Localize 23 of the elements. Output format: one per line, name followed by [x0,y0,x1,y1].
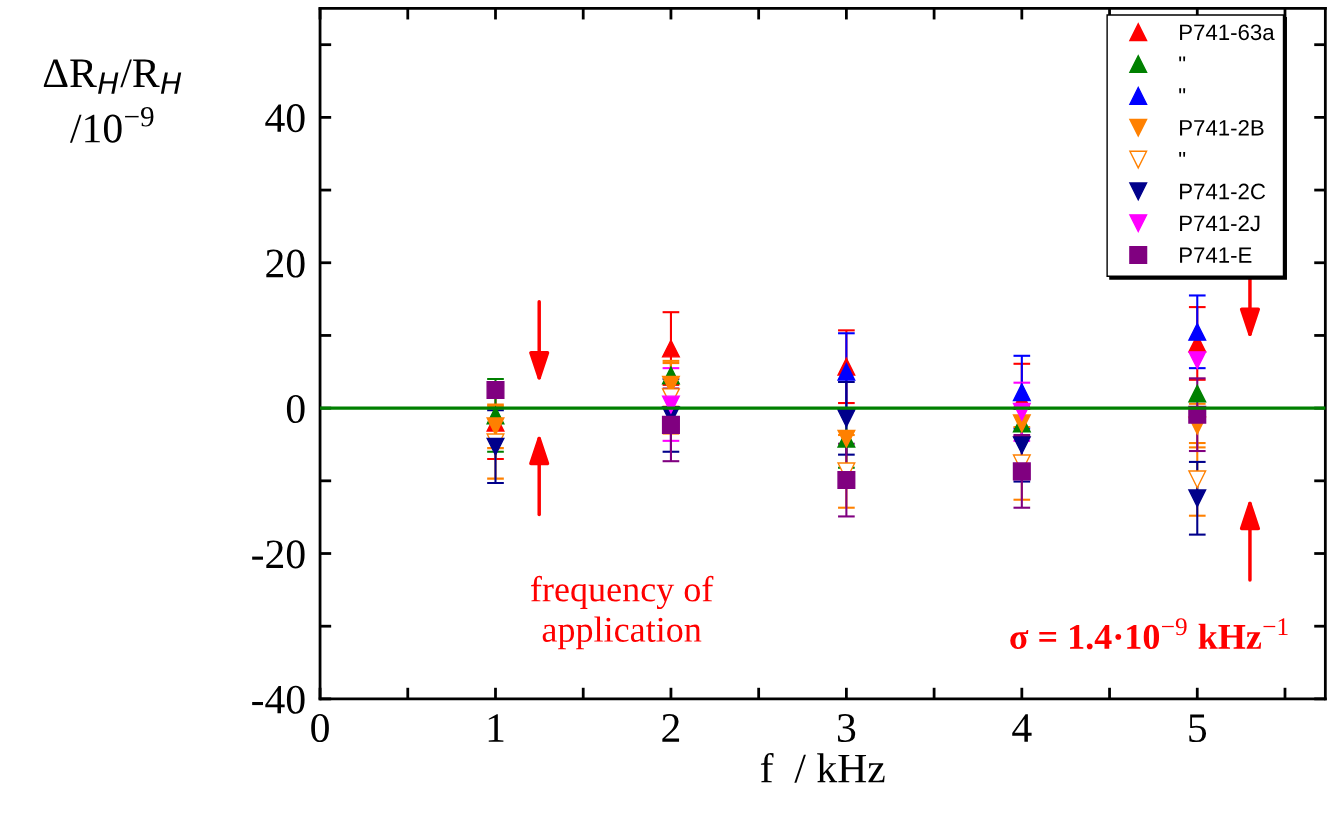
y-tick-label: 40 [265,104,305,133]
legend-label: P741-2B [1180,119,1264,136]
annotation: frequency of application [531,575,714,650]
legend-label: " [1179,88,1186,94]
x-tick-label: 0 [311,713,329,743]
legend-label: P741-2C [1180,183,1266,200]
x-tick-label: 5 [1189,714,1207,743]
legend-label: P741-2J [1180,215,1260,232]
legend-label: " [1179,56,1186,62]
legend-label: P741-E [1180,247,1252,263]
legend-label: " [1179,152,1186,157]
x-tick-label: 3 [837,714,856,743]
y-tick-label: -40 [252,685,305,714]
x-tick-label: 4 [1012,714,1032,742]
y-tick-label: 0 [286,394,305,423]
annotation: σ = 1.4·10$^{−9}$ kHz$^{−1}$ [1010,618,1288,650]
y-tick-label: 20 [266,249,305,278]
x-tick-label: 2 [662,714,680,742]
text: ΔR$_{H}$/R$_{H}$ /10$^{−9}$ [43,59,182,143]
x-tick-label: 1 [488,714,504,742]
legend-label: P741-63a [1180,24,1275,41]
x-axis-title: f / kHz [760,752,885,783]
y-tick-label: -20 [252,540,305,569]
